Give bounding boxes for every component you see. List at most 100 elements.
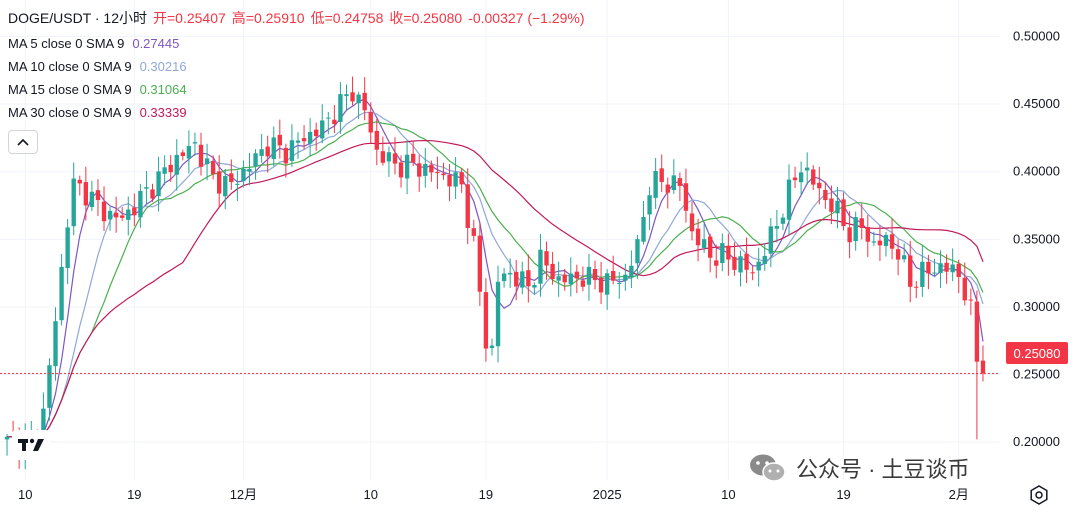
candle-body bbox=[295, 140, 301, 143]
wechat-icon bbox=[750, 454, 786, 482]
time-axis[interactable]: 10 19 12月 10 19 2025 10 19 2月 bbox=[18, 487, 969, 502]
candle-body bbox=[247, 168, 252, 172]
ma-line-15 bbox=[6, 121, 984, 444]
candle-body bbox=[356, 94, 361, 104]
candle-body bbox=[489, 345, 495, 349]
x-tick-label: 19 bbox=[479, 487, 493, 502]
open-value: 开=0.25407 bbox=[153, 10, 226, 26]
candle-body bbox=[877, 240, 883, 246]
candle-body bbox=[823, 189, 828, 201]
y-tick-label: 0.45000 bbox=[1013, 96, 1060, 111]
candle-body bbox=[683, 183, 689, 211]
candle-body bbox=[962, 277, 967, 301]
candle-body bbox=[156, 171, 161, 197]
candle-body bbox=[701, 239, 707, 248]
x-tick-label: 2025 bbox=[593, 487, 622, 502]
indicator-ma30[interactable]: MA 30 close 0 SMA 9 0.33339 bbox=[8, 105, 585, 120]
indicator-label: MA 15 close 0 SMA 9 bbox=[8, 82, 132, 97]
candle-body bbox=[738, 256, 743, 273]
candle-body bbox=[198, 144, 204, 167]
candle-body bbox=[580, 280, 586, 287]
candle-body bbox=[841, 199, 846, 227]
close-value: 收=0.25080 bbox=[389, 10, 463, 26]
chevron-up-icon bbox=[17, 138, 29, 146]
candle-body bbox=[435, 171, 440, 174]
candle-body bbox=[271, 137, 276, 159]
candle-body bbox=[374, 130, 379, 150]
candle-body bbox=[786, 179, 792, 220]
candle-body bbox=[53, 321, 58, 367]
candle-body bbox=[398, 162, 404, 178]
price-axis[interactable]: 0.20000 0.25000 0.30000 0.35000 0.40000 0.450… bbox=[1013, 29, 1060, 450]
candle-body bbox=[586, 266, 592, 285]
ma-line-10 bbox=[6, 111, 984, 444]
candle-body bbox=[895, 249, 901, 260]
candle-body bbox=[611, 270, 616, 281]
ma-line-30 bbox=[6, 139, 984, 444]
candle-body bbox=[817, 182, 822, 189]
indicator-label: MA 10 close 0 SMA 9 bbox=[8, 59, 132, 74]
symbol-title[interactable]: DOGE/USDT · 12小时 bbox=[8, 10, 147, 26]
candle-body bbox=[362, 92, 367, 111]
candle-body bbox=[235, 183, 240, 185]
candle-body bbox=[714, 260, 719, 266]
candle-body bbox=[77, 179, 82, 184]
candle-body bbox=[477, 235, 483, 292]
settings-gear-icon[interactable] bbox=[1028, 484, 1050, 506]
candle-body bbox=[186, 146, 192, 159]
candle-body bbox=[277, 134, 282, 146]
candle-body bbox=[871, 241, 877, 243]
candle-body bbox=[320, 120, 325, 139]
x-tick-label: 10 bbox=[721, 487, 735, 502]
collapse-legend-button[interactable] bbox=[8, 130, 38, 154]
candle-body bbox=[380, 151, 386, 163]
candle-body bbox=[217, 171, 222, 194]
candle-body bbox=[162, 167, 167, 174]
change-value: -0.00327 (−1.29%) bbox=[468, 10, 585, 26]
candle-body bbox=[483, 292, 489, 349]
candle-body bbox=[641, 217, 646, 242]
indicator-value: 0.27445 bbox=[132, 36, 180, 51]
candle-body bbox=[447, 174, 452, 187]
candle-body bbox=[289, 140, 295, 161]
candle-body bbox=[259, 149, 264, 156]
candle-body bbox=[113, 212, 119, 218]
indicator-label: MA 5 close 0 SMA 9 bbox=[8, 36, 125, 51]
candle-body bbox=[647, 195, 652, 215]
candle-body bbox=[889, 234, 895, 249]
indicator-value: 0.33339 bbox=[139, 105, 187, 120]
candle-body bbox=[41, 408, 46, 439]
candle-body bbox=[980, 360, 986, 374]
candle-body bbox=[174, 154, 179, 175]
moving-averages bbox=[6, 98, 984, 444]
candle-body bbox=[332, 119, 337, 124]
y-tick-label: 0.50000 bbox=[1013, 29, 1060, 44]
x-tick-label: 19 bbox=[836, 487, 850, 502]
candle-body bbox=[835, 200, 840, 214]
candle-body bbox=[956, 263, 961, 278]
y-tick-label: 0.30000 bbox=[1013, 299, 1060, 314]
candle-body bbox=[83, 182, 89, 206]
candle-body bbox=[726, 245, 731, 260]
candle-body bbox=[241, 168, 246, 182]
x-tick-label: 10 bbox=[364, 487, 378, 502]
candle-body bbox=[950, 264, 955, 273]
candle-body bbox=[126, 209, 131, 220]
indicator-ma15[interactable]: MA 15 close 0 SMA 9 0.31064 bbox=[8, 82, 585, 97]
candle-body bbox=[229, 173, 234, 183]
x-tick-label: 2月 bbox=[949, 487, 969, 502]
candle-body bbox=[180, 152, 186, 157]
candle-body bbox=[732, 256, 737, 270]
candle-body bbox=[653, 171, 658, 198]
candle-body bbox=[883, 234, 889, 247]
indicator-ma10[interactable]: MA 10 close 0 SMA 9 0.30216 bbox=[8, 59, 585, 74]
candle-body bbox=[253, 153, 258, 167]
tradingview-logo[interactable] bbox=[12, 430, 50, 460]
candle-body bbox=[908, 255, 913, 287]
candle-body bbox=[847, 227, 852, 243]
indicator-ma5[interactable]: MA 5 close 0 SMA 9 0.27445 bbox=[8, 36, 585, 51]
candle-body bbox=[138, 190, 143, 218]
ma-line-5 bbox=[6, 98, 984, 444]
